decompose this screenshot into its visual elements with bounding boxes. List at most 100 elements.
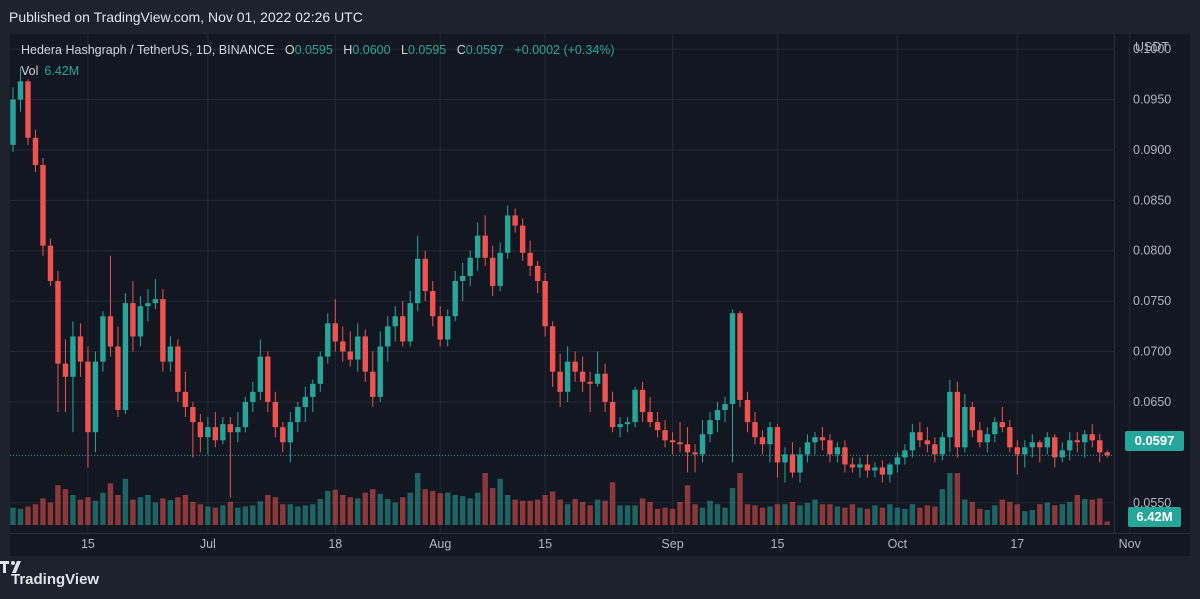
volume-bar [602, 500, 608, 525]
candle-body [969, 406, 976, 431]
open-value: 0.0595 [294, 43, 333, 57]
volume-bar [280, 504, 286, 525]
volume-bar [834, 506, 841, 525]
y-tick-label: 0.0750 [1133, 294, 1171, 308]
candle-body [939, 437, 946, 455]
candle-body [647, 412, 653, 423]
candle-body [70, 336, 76, 377]
candle-body [235, 427, 241, 433]
volume-bar [549, 491, 556, 525]
volume-bar [767, 506, 773, 525]
volume-bar [932, 506, 938, 525]
volume-bar [587, 505, 593, 525]
candle-body [167, 346, 174, 362]
candle-body [92, 361, 99, 433]
candle-body [504, 215, 511, 253]
candle-body [497, 252, 503, 287]
volume-bar [459, 496, 466, 525]
candle-body [902, 450, 908, 458]
volume-bar [924, 505, 931, 525]
chart-panel[interactable]: 0.1000 0.0950 0.0900 0.0850 0.0800 0.0750 0.07… [10, 34, 1190, 556]
volume-bar [265, 494, 271, 525]
y-tick-label: 0.0900 [1133, 143, 1171, 157]
volume-bar [137, 497, 144, 525]
candle-body [190, 406, 196, 423]
candle-body [617, 424, 623, 428]
candle-body [17, 81, 24, 100]
volume-bar [392, 502, 398, 525]
volume-bar [969, 501, 976, 525]
volume-bar [632, 505, 638, 525]
x-tick-label: 15 [771, 537, 785, 551]
candle-body [774, 427, 781, 463]
open-label: O [284, 43, 295, 57]
volume-bar [609, 482, 616, 525]
candle-body [714, 410, 721, 421]
candle-body [759, 437, 766, 445]
volume-bar [362, 492, 368, 525]
volume-bar [160, 498, 166, 525]
candle-body [212, 427, 219, 441]
volume-bar [519, 500, 526, 525]
candle-body [400, 316, 406, 342]
x-tick-label: Sep [661, 537, 683, 551]
volume-bar [107, 483, 114, 525]
candle-body [227, 424, 234, 433]
volume-bar [377, 493, 383, 525]
candle-body [317, 356, 323, 384]
volume-bar [1007, 501, 1013, 525]
change-value: +0.0002 (+0.34%) [514, 43, 615, 57]
candle-body [947, 391, 953, 438]
high-value: 0.0600 [352, 43, 391, 57]
volume-bar [527, 500, 533, 525]
candle-body [587, 381, 593, 384]
volume-bar [100, 492, 106, 525]
candle-body [1082, 434, 1088, 443]
candle-body [489, 257, 496, 287]
volume-bar [939, 489, 946, 525]
candle-body [32, 137, 39, 166]
candle-body [220, 424, 226, 441]
candlestick-chart[interactable]: 0.1000 0.0950 0.0900 0.0850 0.0800 0.0750 0.07… [10, 34, 1190, 556]
volume-bar [205, 506, 211, 525]
candle-body [430, 291, 436, 317]
candle-body [692, 452, 698, 455]
candle-body [984, 434, 991, 443]
published-text: Published on TradingView.com, Nov 01, 20… [9, 9, 363, 25]
candle-body [804, 442, 811, 455]
x-tick-label: 15 [538, 537, 552, 551]
symbol-label: Hedera Hashgraph / TetherUS, 1D, BINANCE [21, 43, 275, 57]
candle-body [145, 303, 151, 307]
volume-bar [40, 498, 46, 525]
candle-body [1052, 437, 1058, 458]
volume-bar [212, 507, 219, 525]
volume-bar [684, 485, 691, 525]
candle-body [834, 447, 841, 455]
candle-body [55, 280, 61, 364]
volume-bar [752, 505, 758, 525]
candle-body [242, 401, 249, 428]
volume-bar [512, 499, 518, 525]
high-label: H [343, 43, 353, 57]
volume-bar [167, 500, 174, 525]
volume-bar [744, 504, 751, 525]
volume-bar [55, 485, 61, 525]
candle-body [115, 346, 121, 411]
candle-body [459, 275, 466, 281]
volume-bar [62, 489, 69, 525]
candle-body [122, 303, 129, 411]
tradingview-logo[interactable]: TradingView [0, 561, 99, 588]
last-price-tag: 0.0597 [1125, 431, 1184, 451]
volume-bar [10, 507, 16, 525]
y-tick-label: 0.0550 [1133, 496, 1171, 510]
volume-bar [407, 492, 413, 525]
candle-body [287, 422, 294, 443]
candle-body [197, 422, 204, 438]
candle-body [722, 403, 728, 411]
candle-body [250, 391, 256, 402]
candle-body [677, 442, 683, 445]
x-tick-label: 17 [1010, 537, 1024, 551]
candle-body [385, 326, 391, 347]
candle-body [265, 356, 271, 402]
volume-bar [317, 499, 323, 525]
